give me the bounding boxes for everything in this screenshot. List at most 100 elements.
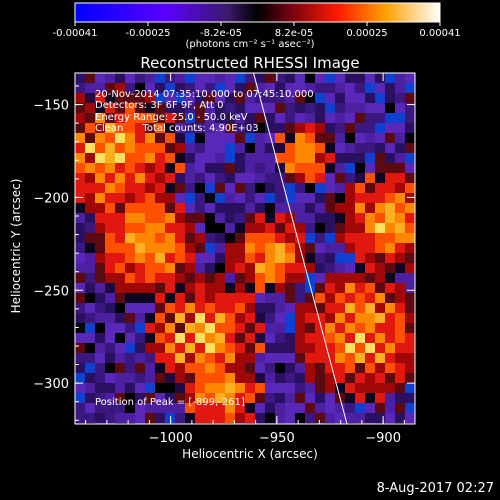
- heatmap-pixel: [295, 203, 305, 213]
- heatmap-pixel: [265, 413, 275, 423]
- heatmap-pixel: [355, 223, 365, 233]
- heatmap-pixel: [85, 353, 95, 363]
- heatmap-pixel: [105, 253, 115, 263]
- heatmap-pixel: [365, 153, 375, 163]
- heatmap-pixel: [325, 323, 335, 333]
- heatmap-pixel: [375, 263, 385, 273]
- heatmap-pixel: [135, 223, 145, 233]
- heatmap-pixel: [165, 313, 175, 323]
- heatmap-pixel: [325, 373, 335, 383]
- heatmap-pixel: [205, 153, 215, 163]
- heatmap-pixel: [105, 333, 115, 343]
- heatmap-pixel: [335, 323, 345, 333]
- heatmap-pixel: [395, 73, 405, 83]
- heatmap-pixel: [355, 143, 365, 153]
- heatmap-pixel: [265, 223, 275, 233]
- heatmap-pixel: [315, 293, 325, 303]
- heatmap-pixel: [315, 403, 325, 413]
- heatmap-pixel: [215, 403, 225, 413]
- heatmap-pixel: [205, 263, 215, 273]
- heatmap-pixel: [205, 273, 215, 283]
- colorbar-tick-label: 0.00041: [419, 28, 460, 39]
- heatmap-pixel: [135, 153, 145, 163]
- heatmap-pixel: [155, 133, 165, 143]
- heatmap-pixel: [285, 273, 295, 283]
- heatmap-pixel: [395, 113, 405, 123]
- heatmap-pixel: [235, 273, 245, 283]
- heatmap-pixel: [295, 253, 305, 263]
- heatmap-pixel: [125, 333, 135, 343]
- heatmap-pixel: [295, 403, 305, 413]
- heatmap-pixel: [215, 253, 225, 263]
- heatmap-pixel: [175, 203, 185, 213]
- heatmap-pixel: [395, 403, 405, 413]
- heatmap-pixel: [75, 293, 85, 303]
- heatmap-pixel: [235, 123, 245, 133]
- heatmap-pixel: [105, 83, 115, 93]
- heatmap-pixel: [245, 143, 255, 153]
- heatmap-pixel: [235, 413, 245, 423]
- heatmap-pixel: [365, 393, 375, 403]
- heatmap-pixel: [85, 243, 95, 253]
- heatmap-pixel: [225, 103, 235, 113]
- heatmap-pixel: [135, 83, 145, 93]
- heatmap-pixel: [405, 83, 415, 93]
- heatmap-pixel: [185, 283, 195, 293]
- heatmap-pixel: [225, 283, 235, 293]
- heatmap-pixel: [365, 83, 375, 93]
- heatmap-pixel: [185, 213, 195, 223]
- heatmap-pixel: [195, 343, 205, 353]
- heatmap-pixel: [185, 163, 195, 173]
- heatmap-pixel: [335, 93, 345, 103]
- heatmap-pixel: [295, 123, 305, 133]
- heatmap-pixel: [215, 73, 225, 83]
- heatmap-pixel: [105, 223, 115, 233]
- heatmap-pixel: [175, 343, 185, 353]
- heatmap-pixel: [75, 133, 85, 143]
- heatmap-pixel: [365, 213, 375, 223]
- heatmap-pixel: [85, 163, 95, 173]
- heatmap-pixel: [335, 253, 345, 263]
- heatmap-pixel: [325, 203, 335, 213]
- heatmap-pixel: [405, 303, 415, 313]
- heatmap-pixel: [335, 283, 345, 293]
- heatmap-pixel: [235, 333, 245, 343]
- heatmap-pixel: [325, 133, 335, 143]
- y-tick-label: −150: [33, 99, 69, 114]
- heatmap-pixel: [255, 193, 265, 203]
- heatmap-pixel: [195, 133, 205, 143]
- heatmap-pixel: [325, 243, 335, 253]
- heatmap-pixel: [395, 93, 405, 103]
- heatmap-pixel: [115, 323, 125, 333]
- heatmap-pixel: [385, 223, 395, 233]
- heatmap-pixel: [95, 383, 105, 393]
- heatmap-pixel: [355, 343, 365, 353]
- heatmap-pixel: [165, 203, 175, 213]
- heatmap-pixel: [125, 73, 135, 83]
- heatmap-pixel: [145, 363, 155, 373]
- heatmap-pixel: [115, 343, 125, 353]
- heatmap-pixel: [175, 383, 185, 393]
- heatmap-pixel: [365, 123, 375, 133]
- heatmap-pixel: [185, 73, 195, 83]
- heatmap-pixel: [245, 403, 255, 413]
- colorbar-tick-label: 0.00025: [346, 28, 387, 39]
- heatmap-pixel: [345, 103, 355, 113]
- heatmap-pixel: [225, 163, 235, 173]
- heatmap-pixel: [115, 353, 125, 363]
- heatmap-pixel: [195, 263, 205, 273]
- heatmap-pixel: [255, 183, 265, 193]
- heatmap-pixel: [305, 123, 315, 133]
- annotation-peak-position: Position of Peak = [-899,-261]: [95, 397, 245, 408]
- heatmap-pixel: [225, 183, 235, 193]
- heatmap-pixel: [355, 393, 365, 403]
- heatmap-pixel: [115, 163, 125, 173]
- heatmap-pixel: [295, 333, 305, 343]
- heatmap-pixel: [365, 143, 375, 153]
- heatmap-pixel: [205, 143, 215, 153]
- heatmap-pixel: [405, 163, 415, 173]
- heatmap-pixel: [165, 393, 175, 403]
- heatmap-pixel: [305, 133, 315, 143]
- heatmap-pixel: [225, 173, 235, 183]
- heatmap-pixel: [395, 133, 405, 143]
